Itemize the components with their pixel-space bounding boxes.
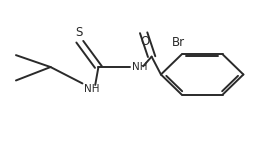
Text: NH: NH	[84, 84, 99, 94]
Text: NH: NH	[132, 62, 147, 73]
Text: O: O	[140, 35, 149, 48]
Text: S: S	[75, 27, 82, 39]
Text: Br: Br	[172, 36, 185, 49]
